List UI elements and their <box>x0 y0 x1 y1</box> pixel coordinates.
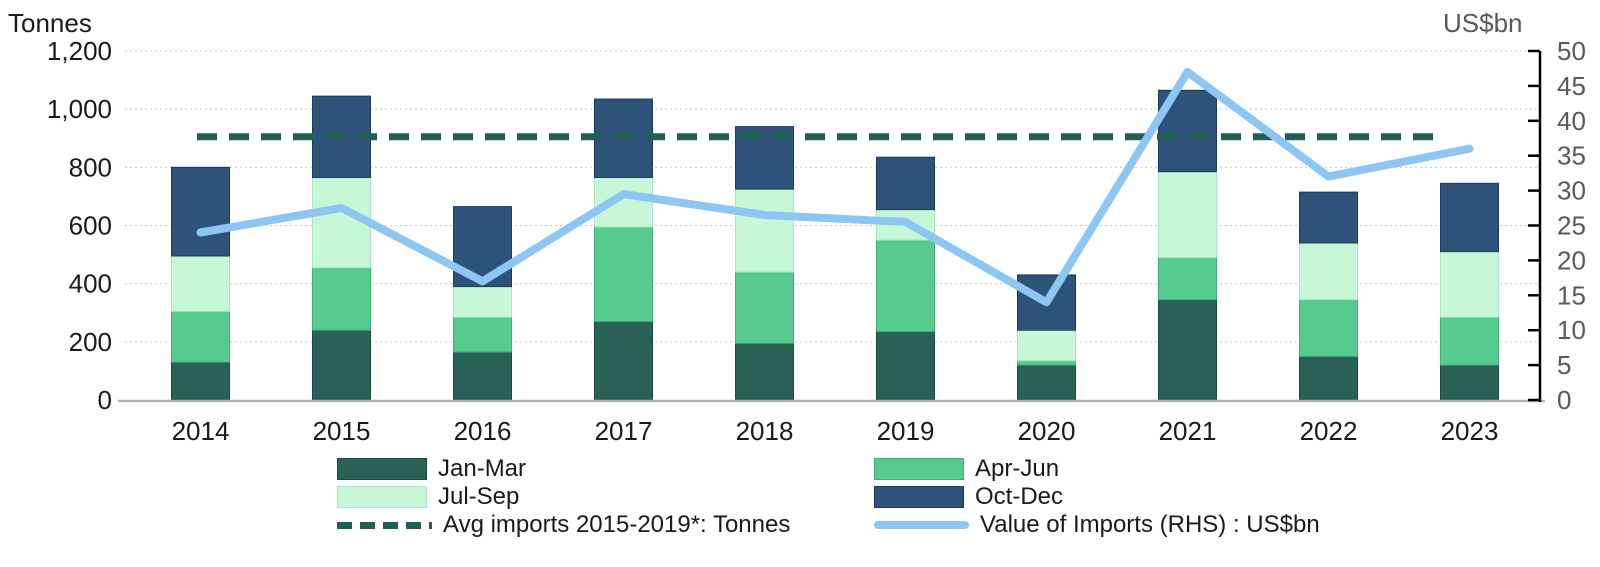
left-axis-tick-label: 0 <box>98 385 112 415</box>
legend-item-avg-imports-2015-2019-tonnes: Avg imports 2015-2019*: Tonnes <box>337 511 790 539</box>
legend-column-2: Apr-Jun Oct-Dec Value of Imports (RHS) : U… <box>874 455 1320 539</box>
bar-segment-oct-dec-2022 <box>1299 191 1358 244</box>
legend-column-1: Jan-Mar Jul-Sep Avg imports 2015-2019*: To… <box>337 455 790 539</box>
legend-swatch <box>874 458 964 480</box>
right-axis-tick-label: 5 <box>1557 350 1571 380</box>
legend-label: Jan-Mar <box>438 455 527 482</box>
legend-swatch <box>874 486 964 508</box>
right-axis-tick-label: 35 <box>1557 141 1586 171</box>
legend-item-oct-dec: Oct-Dec <box>874 483 1320 511</box>
bar-segment-jul-sep-2021 <box>1158 171 1217 258</box>
legend-item-jul-sep: Jul-Sep <box>337 483 790 511</box>
bar-segment-jan-mar-2021 <box>1158 299 1217 401</box>
right-axis-tick-label: 30 <box>1557 176 1586 206</box>
bar-segment-jul-sep-2022 <box>1299 242 1358 301</box>
bar-segment-jan-mar-2014 <box>171 361 230 401</box>
bar-segment-jan-mar-2016 <box>453 351 512 401</box>
left-axis-tick-label: 800 <box>69 152 112 182</box>
left-axis-tick-label: 1,000 <box>47 94 112 124</box>
legend-swatch <box>337 458 427 480</box>
bar-segment-oct-dec-2023 <box>1440 182 1499 253</box>
left-axis-tick-label: 200 <box>69 327 112 357</box>
bar-segment-apr-jun-2018 <box>735 271 794 344</box>
legend-label: Jul-Sep <box>438 483 520 510</box>
category-label: 2023 <box>1441 416 1499 446</box>
right-axis-tick-label: 15 <box>1557 280 1586 310</box>
left-axis-title: Tonnes <box>8 8 92 38</box>
bar-segment-jul-sep-2014 <box>171 255 230 312</box>
bar-segment-apr-jun-2014 <box>171 310 230 363</box>
left-axis-tick-label: 400 <box>69 269 112 299</box>
bar-segment-jul-sep-2015 <box>312 177 371 269</box>
left-axis-tick-label: 600 <box>69 211 112 241</box>
dashed-line-swatch <box>337 521 432 529</box>
bar-segment-oct-dec-2019 <box>876 156 935 211</box>
right-axis-tick-label: 0 <box>1557 385 1571 415</box>
line-swatch <box>874 521 969 529</box>
right-axis-tick-label: 20 <box>1557 245 1586 275</box>
category-label: 2020 <box>1018 416 1076 446</box>
bar-segment-jul-sep-2020 <box>1017 329 1076 362</box>
bar-segment-apr-jun-2016 <box>453 316 512 353</box>
category-label: 2014 <box>172 416 230 446</box>
bar-segment-jul-sep-2018 <box>735 188 794 273</box>
category-label: 2019 <box>877 416 935 446</box>
bar-segment-jan-mar-2015 <box>312 329 371 401</box>
bar-segment-jan-mar-2018 <box>735 342 794 401</box>
legend-swatch <box>337 486 427 508</box>
left-axis-tick-label: 1,200 <box>47 36 112 66</box>
legend-item-apr-jun: Apr-Jun <box>874 455 1320 483</box>
legend-label: Avg imports 2015-2019*: Tonnes <box>443 511 791 538</box>
right-axis-tick-label: 50 <box>1557 36 1586 66</box>
bar-segment-apr-jun-2019 <box>876 239 935 333</box>
bar-segment-jan-mar-2023 <box>1440 364 1499 401</box>
bar-segment-apr-jun-2020 <box>1017 360 1076 366</box>
bar-segment-jan-mar-2020 <box>1017 364 1076 401</box>
right-axis-tick-label: 45 <box>1557 71 1586 101</box>
bar-segment-apr-jun-2015 <box>312 267 371 331</box>
bar-segment-jan-mar-2019 <box>876 331 935 401</box>
category-label: 2018 <box>736 416 794 446</box>
right-axis-tick-label: 10 <box>1557 315 1586 345</box>
legend-label: Value of Imports (RHS) : US$bn <box>980 511 1320 538</box>
category-label: 2017 <box>595 416 653 446</box>
bar-segment-apr-jun-2022 <box>1299 299 1358 357</box>
legend-item-jan-mar: Jan-Mar <box>337 455 790 483</box>
category-label: 2021 <box>1159 416 1217 446</box>
category-label: 2015 <box>313 416 371 446</box>
legend-label: Apr-Jun <box>975 455 1060 482</box>
bar-segment-jan-mar-2022 <box>1299 355 1358 401</box>
bar-segment-jul-sep-2016 <box>453 286 512 318</box>
legend-label: Oct-Dec <box>975 483 1064 510</box>
value-of-imports-line <box>196 67 1474 307</box>
bar-segment-apr-jun-2023 <box>1440 316 1499 366</box>
legend-item-value-of-imports-rhs-us-bn: Value of Imports (RHS) : US$bn <box>874 511 1320 539</box>
category-label: 2016 <box>454 416 512 446</box>
category-label: 2022 <box>1300 416 1358 446</box>
bar-segment-apr-jun-2017 <box>594 226 653 322</box>
right-axis-tick-label: 25 <box>1557 211 1586 241</box>
bar-segment-oct-dec-2014 <box>171 166 230 257</box>
bar-segment-jan-mar-2017 <box>594 321 653 401</box>
right-axis-tick-label: 40 <box>1557 106 1586 136</box>
bar-segment-apr-jun-2021 <box>1158 257 1217 301</box>
right-axis-title: US$bn <box>1443 8 1523 38</box>
bar-segment-jul-sep-2023 <box>1440 251 1499 318</box>
